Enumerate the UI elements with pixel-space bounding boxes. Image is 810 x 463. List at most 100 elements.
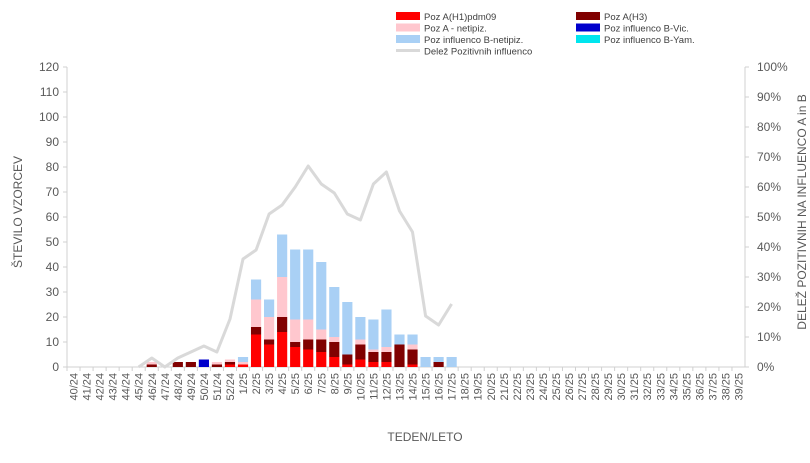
bar-segment (250, 279, 262, 300)
x-tick-label: 23/25 (525, 373, 537, 401)
y-axis-title: ŠTEVILO VZORCEV (10, 156, 25, 268)
x-tick-label: 42/24 (95, 373, 107, 401)
bar-segment (303, 249, 314, 320)
bar-segment (224, 364, 236, 367)
bar-segment (368, 319, 379, 350)
x-tick-label: 30/25 (616, 373, 628, 401)
legend-swatch (576, 12, 600, 20)
x-tick-label: 24/25 (538, 373, 550, 401)
bar-segment (316, 329, 327, 340)
x-tick-label: 36/25 (694, 373, 706, 401)
x-tick-label: 4/25 (277, 373, 289, 394)
bar-segment (342, 364, 353, 367)
y2-tick-label: 50% (757, 210, 781, 224)
bar-segment (407, 364, 418, 367)
legend-label: Delež Pozitivnih influenco (424, 47, 532, 58)
bar-segment (277, 234, 288, 277)
x-tick-label: 26/25 (564, 373, 576, 401)
x-tick-label: 39/25 (733, 373, 745, 401)
x-tick-label: 41/24 (82, 373, 94, 401)
bar-segment (342, 354, 353, 365)
bar-segment (250, 299, 262, 327)
x-tick-label: 44/24 (121, 373, 133, 401)
bar-segment (316, 262, 327, 330)
x-tick-label: 38/25 (720, 373, 732, 401)
bar-segment (237, 362, 249, 365)
legend-swatch (396, 23, 420, 32)
legend-label: Poz A - netipiz. (424, 24, 487, 35)
y2-tick-label: 10% (757, 330, 781, 344)
bar-segment (381, 352, 392, 362)
x-tick-label: 35/25 (681, 373, 693, 401)
bar-segment (329, 287, 340, 337)
bar-segment (394, 334, 405, 345)
y2-tick-label: 40% (757, 240, 781, 254)
y-tick-label: 60 (46, 210, 60, 224)
x-tick-label: 31/25 (629, 373, 641, 401)
y2-tick-label: 30% (757, 270, 781, 284)
bar-segment (172, 362, 183, 367)
bar-segment (355, 344, 366, 360)
x-tick-label: 28/25 (590, 373, 602, 401)
y-tick-label: 10 (46, 335, 60, 349)
bar-segment (237, 364, 249, 367)
bar-segment (264, 317, 275, 340)
bar-segment (368, 352, 379, 362)
bar-segment (277, 332, 288, 367)
bar-segment (316, 352, 327, 367)
x-tick-label: 49/24 (186, 373, 198, 401)
x-tick-label: 12/25 (381, 373, 393, 401)
bar-segment (329, 342, 340, 357)
y-tick-label: 110 (40, 85, 59, 99)
y-tick-label: 30 (46, 285, 60, 299)
bar-segment (277, 317, 288, 332)
bar-segment (224, 362, 236, 365)
x-tick-label: 1/25 (238, 373, 250, 394)
bar-segment (146, 362, 157, 365)
bar-segment (250, 334, 262, 367)
bar-segment (198, 359, 209, 367)
bar-segment (303, 339, 314, 350)
bar-segment (264, 344, 275, 367)
bar-segment (433, 357, 444, 362)
bar-segment (368, 349, 379, 352)
bar-segment (146, 364, 157, 367)
y2-tick-label: 80% (757, 120, 781, 134)
y2-tick-label: 20% (757, 300, 781, 314)
bar-segment (381, 309, 392, 347)
bar-segment (211, 364, 223, 367)
x-tick-label: 7/25 (316, 373, 328, 394)
x-tick-label: 15/25 (421, 373, 433, 401)
x-tick-label: 21/25 (499, 373, 511, 401)
x-tick-label: 46/24 (147, 373, 159, 401)
y2-tick-label: 0% (757, 360, 775, 374)
bar-segment (224, 359, 236, 362)
legend-label: Poz influenco B-Yam. (604, 35, 695, 46)
x-tick-label: 13/25 (394, 373, 406, 401)
bar-segment (446, 357, 457, 367)
bar-segment (355, 339, 366, 345)
x-tick-label: 18/25 (460, 373, 472, 401)
bar-segment (264, 339, 275, 345)
bar-segment (368, 362, 379, 367)
bar-segment (407, 334, 418, 345)
legend-swatch (396, 12, 420, 20)
x-tick-label: 45/24 (134, 373, 146, 401)
bar-segment (277, 277, 288, 317)
bar-segment (303, 349, 314, 367)
x-tick-label: 27/25 (577, 373, 589, 401)
y-tick-label: 120 (39, 60, 59, 74)
x-tick-label: 48/24 (173, 373, 185, 401)
y-tick-label: 20 (46, 310, 60, 324)
bar-segment (394, 344, 405, 367)
x-tick-label: 43/24 (108, 373, 120, 401)
y-tick-label: 50 (46, 235, 60, 249)
y-tick-label: 100 (39, 110, 59, 124)
legend-label: Poz A(H3) (604, 12, 647, 23)
y-tick-label: 70 (46, 185, 60, 199)
plot-area: 0 10 20 30 40 50 60 70 80 90 100 110 120 0% 10% 20% 30% 4… (39, 60, 788, 401)
y-tick-label: 0 (52, 360, 59, 374)
bar-segment (316, 339, 327, 352)
legend-swatch (396, 35, 420, 43)
